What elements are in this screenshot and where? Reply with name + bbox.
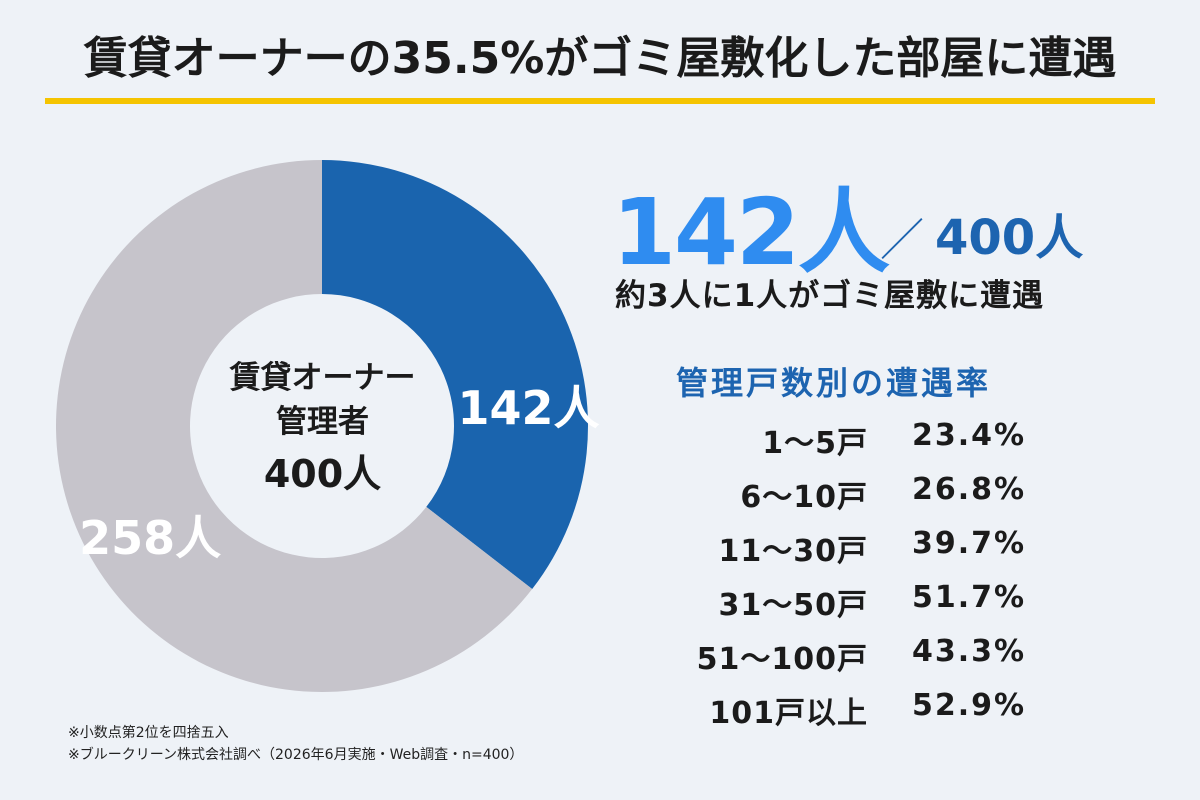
rate-row-label: 31〜50戸: [718, 588, 868, 623]
rate-row-value: 43.3%: [912, 634, 1027, 669]
rate-row-label: 11〜30戸: [718, 534, 868, 569]
donut-chart: 142人 258人: [56, 160, 600, 693]
highlight-separator: ／: [880, 215, 924, 266]
highlight-count: 142人: [612, 179, 890, 286]
highlight-total: 400人: [935, 210, 1084, 266]
rate-row-value: 52.9%: [912, 688, 1027, 723]
donut-slice-1: [322, 160, 588, 590]
rate-row-value: 51.7%: [912, 580, 1027, 615]
donut-slice-2: [56, 160, 533, 693]
footnote-rounding: ※小数点第2位を四捨五入: [68, 725, 229, 741]
rate-row-value: 26.8%: [912, 472, 1027, 507]
slice-label-2: 258人: [79, 511, 221, 565]
footnotes: ※小数点第2位を四捨五入 ※ブルークリーン株式会社調べ（2026年6月実施・We…: [68, 722, 523, 766]
center-label-line-3: 400人: [263, 452, 382, 496]
title-underline: [45, 98, 1155, 104]
rate-row-label: 101戸以上: [709, 696, 868, 731]
rate-row-label: 1〜5戸: [762, 426, 868, 461]
rate-row-value: 23.4%: [912, 418, 1027, 453]
highlight-summary: 約3人に1人がゴミ屋敷に遭遇: [615, 278, 1045, 314]
center-label-line-2: 管理者: [276, 404, 369, 440]
rate-row-label: 51〜100戸: [696, 642, 868, 677]
rate-table-title: 管理戸数別の遭遇率: [676, 364, 992, 402]
donut-center-label: 賃貸オーナー 管理者 400人: [200, 356, 445, 504]
rate-row-label: 6〜10戸: [740, 480, 868, 515]
center-label-line-1: 賃貸オーナー: [229, 360, 416, 396]
chart-title: 賃貸オーナーの35.5%がゴミ屋敷化した部屋に遭遇: [83, 33, 1117, 84]
slice-label-1: 142人: [457, 381, 599, 435]
rate-row-value: 39.7%: [912, 526, 1027, 561]
footnote-source: ※ブルークリーン株式会社調べ（2026年6月実施・Web調査・n=400）: [68, 747, 524, 763]
